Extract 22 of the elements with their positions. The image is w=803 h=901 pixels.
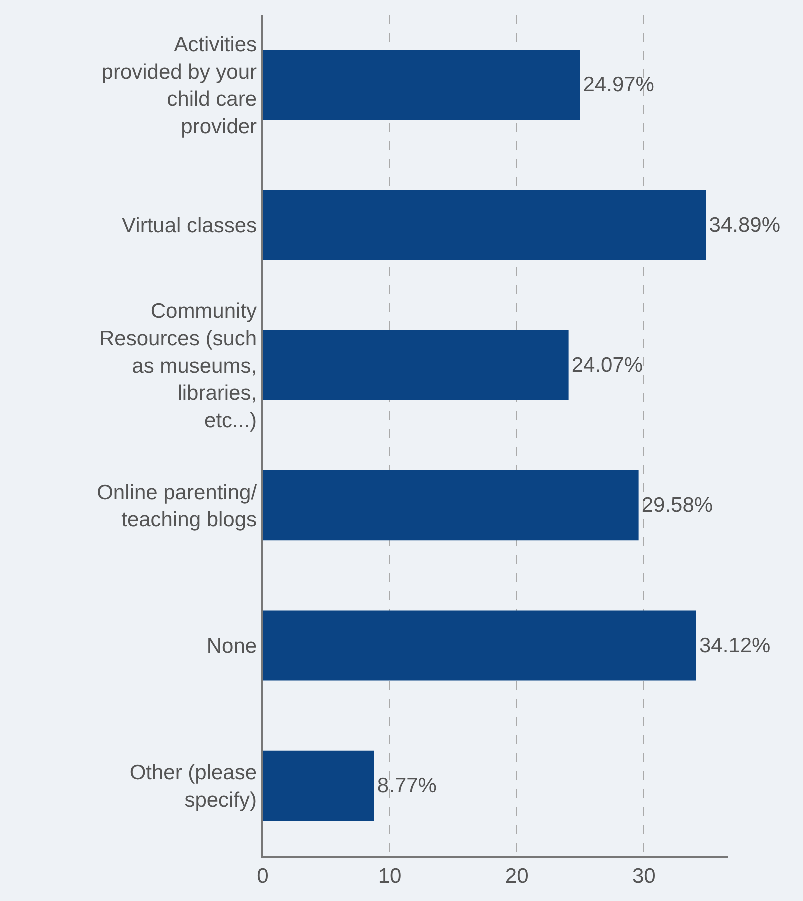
data-label: 34.12% (699, 634, 771, 658)
y-tick-label: Online parenting/teaching blogs (97, 481, 258, 532)
data-label: 8.77% (377, 774, 437, 798)
y-tick-label: None (206, 635, 258, 658)
bar (263, 750, 374, 821)
data-label: 29.58% (642, 494, 714, 518)
y-tick-label: Community Resources (such as museums, libraries, etc...) (99, 300, 258, 432)
bar (263, 50, 580, 120)
bar (263, 330, 569, 400)
y-tick-label: Virtual classes (122, 214, 258, 238)
x-tick-label: 0 (257, 864, 269, 888)
data-label: 34.89% (709, 214, 781, 237)
data-label: 24.97% (583, 74, 654, 97)
y-tick-label: Activities provided by your child care provider (102, 33, 258, 138)
bar (263, 610, 696, 681)
y-tick-label: Other (please specify) (130, 762, 258, 812)
x-tick-label: 10 (378, 864, 402, 888)
bar (263, 190, 706, 260)
bar (263, 470, 639, 541)
x-tick-label: 20 (505, 864, 529, 888)
data-label: 24.07% (572, 354, 644, 377)
x-tick-label: 30 (632, 864, 656, 888)
